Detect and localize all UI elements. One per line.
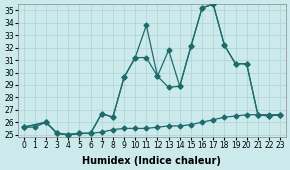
- X-axis label: Humidex (Indice chaleur): Humidex (Indice chaleur): [82, 156, 221, 166]
